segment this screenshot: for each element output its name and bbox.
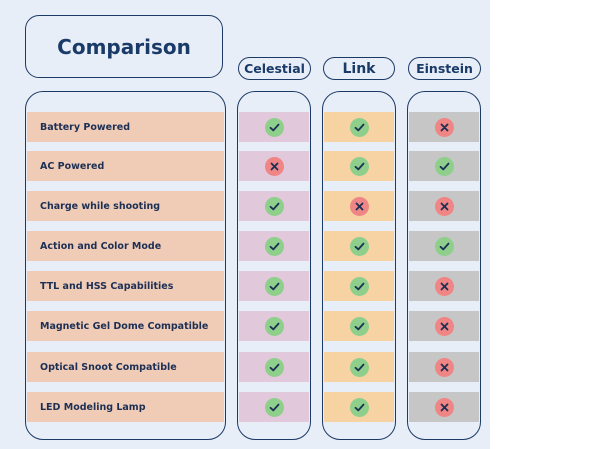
feature-label: AC Powered: [27, 151, 224, 181]
check-icon: [264, 316, 284, 336]
link-cell: [324, 352, 394, 382]
einstein-cell: [409, 112, 479, 142]
check-icon: [264, 276, 284, 296]
cross-icon: [349, 196, 369, 216]
feature-label: Charge while shooting: [27, 191, 224, 221]
features-frame: [25, 91, 226, 440]
einstein-cell: [409, 392, 479, 422]
page-title: Comparison: [25, 15, 223, 78]
einstein-cell: [409, 352, 479, 382]
cross-icon: [434, 316, 454, 336]
celestial-cell: [239, 392, 309, 422]
link-cell: [324, 151, 394, 181]
column-header-link: Link: [323, 57, 395, 80]
check-icon: [349, 156, 369, 176]
feature-label: Battery Powered: [27, 112, 224, 142]
celestial-frame: [237, 91, 311, 440]
link-cell: [324, 231, 394, 261]
feature-label: TTL and HSS Capabilities: [27, 271, 224, 301]
cross-icon: [434, 397, 454, 417]
feature-label: LED Modeling Lamp: [27, 392, 224, 422]
check-icon: [264, 117, 284, 137]
cross-icon: [434, 117, 454, 137]
celestial-cell: [239, 112, 309, 142]
link-cell: [324, 191, 394, 221]
einstein-cell: [409, 191, 479, 221]
celestial-cell: [239, 271, 309, 301]
check-icon: [349, 236, 369, 256]
celestial-cell: [239, 191, 309, 221]
celestial-cell: [239, 151, 309, 181]
check-icon: [434, 156, 454, 176]
celestial-cell: [239, 231, 309, 261]
check-icon: [434, 236, 454, 256]
link-frame: [322, 91, 396, 440]
check-icon: [264, 357, 284, 377]
link-cell: [324, 392, 394, 422]
celestial-cell: [239, 311, 309, 341]
check-icon: [264, 397, 284, 417]
feature-label: Action and Color Mode: [27, 231, 224, 261]
link-cell: [324, 112, 394, 142]
einstein-cell: [409, 231, 479, 261]
einstein-cell: [409, 311, 479, 341]
comparison-panel: Comparison Celestial Link Einstein Batte…: [0, 0, 490, 449]
check-icon: [349, 316, 369, 336]
feature-label: Optical Snoot Compatible: [27, 352, 224, 382]
cross-icon: [264, 156, 284, 176]
einstein-cell: [409, 271, 479, 301]
feature-label: Magnetic Gel Dome Compatible: [27, 311, 224, 341]
celestial-cell: [239, 352, 309, 382]
link-cell: [324, 271, 394, 301]
check-icon: [264, 196, 284, 216]
cross-icon: [434, 357, 454, 377]
cross-icon: [434, 276, 454, 296]
link-cell: [324, 311, 394, 341]
check-icon: [349, 276, 369, 296]
einstein-frame: [407, 91, 481, 440]
check-icon: [349, 357, 369, 377]
check-icon: [349, 117, 369, 137]
column-header-celestial: Celestial: [238, 57, 311, 80]
einstein-cell: [409, 151, 479, 181]
cross-icon: [434, 196, 454, 216]
column-header-einstein: Einstein: [408, 57, 481, 80]
check-icon: [264, 236, 284, 256]
check-icon: [349, 397, 369, 417]
